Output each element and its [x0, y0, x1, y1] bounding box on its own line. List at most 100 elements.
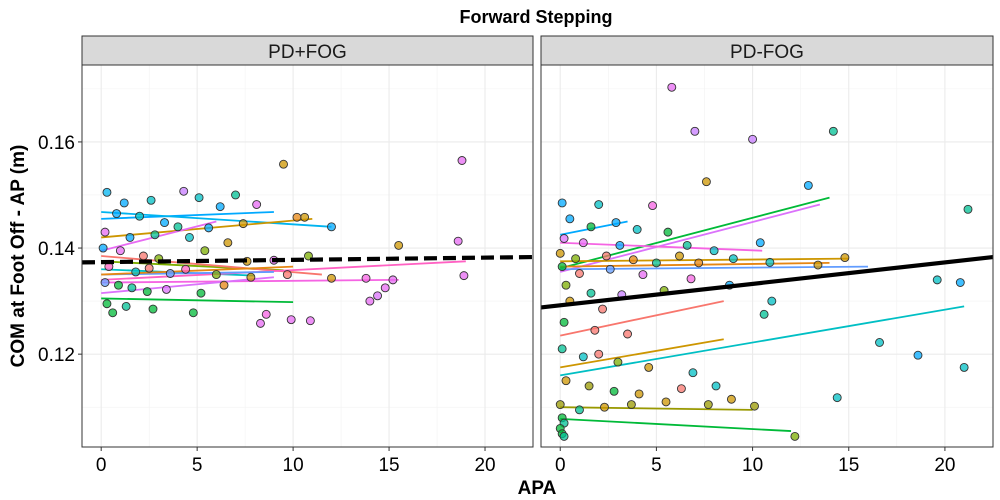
facet-strip-left — [81, 35, 534, 66]
data-point — [200, 246, 210, 256]
data-point — [365, 296, 375, 306]
data-point — [755, 238, 765, 248]
data-point — [459, 271, 469, 281]
data-point — [748, 134, 758, 144]
facet-label-right: PD-FOG — [730, 42, 804, 63]
data-point — [161, 284, 171, 294]
data-point — [286, 315, 296, 325]
plot-border-right — [540, 64, 994, 448]
data-point — [246, 272, 256, 282]
x-axis-title: APA — [518, 478, 557, 499]
data-point — [628, 255, 638, 265]
chart-title: Forward Stepping — [460, 7, 613, 27]
data-point — [282, 270, 292, 280]
data-point — [559, 431, 569, 441]
x-tick-label: 15 — [838, 455, 859, 476]
data-point — [394, 240, 404, 250]
data-point — [767, 296, 777, 306]
data-point — [634, 389, 644, 399]
subject-line — [560, 257, 849, 263]
data-point — [98, 243, 108, 253]
data-point — [148, 304, 158, 314]
data-point — [605, 264, 615, 274]
data-point — [327, 222, 336, 232]
data-point — [613, 357, 623, 367]
data-point — [565, 214, 575, 224]
data-point — [121, 301, 131, 311]
data-point — [913, 350, 923, 360]
data-point — [663, 227, 673, 237]
data-point — [955, 278, 965, 287]
data-point — [102, 299, 112, 309]
data-point — [709, 246, 719, 256]
data-point — [686, 274, 696, 284]
x-tick-label: 0 — [555, 455, 566, 476]
x-tick-label: 20 — [474, 455, 495, 476]
data-point — [457, 156, 467, 165]
data-point — [380, 283, 390, 293]
data-point — [615, 240, 625, 250]
summary-right — [540, 254, 994, 310]
data-point — [875, 338, 884, 347]
subject-line — [560, 406, 753, 411]
data-point — [292, 212, 302, 222]
data-point — [586, 288, 596, 298]
x-tick-label: 15 — [378, 455, 399, 476]
data-point — [557, 344, 567, 354]
data-point — [601, 251, 611, 261]
data-point — [557, 262, 567, 272]
data-point — [256, 318, 265, 328]
data-point — [575, 405, 584, 415]
data-point — [813, 260, 823, 270]
data-point — [561, 280, 571, 290]
data-point — [373, 291, 382, 301]
subject-line — [101, 297, 294, 304]
data-point — [840, 253, 850, 263]
data-point — [453, 236, 463, 246]
data-point — [361, 273, 371, 283]
y-tick-label: 0.16 — [38, 133, 75, 154]
data-point — [584, 381, 594, 391]
data-point — [623, 329, 633, 339]
data-point — [651, 258, 661, 268]
data-point — [150, 230, 160, 240]
data-point — [127, 283, 137, 293]
data-point — [131, 267, 141, 277]
x-tick-label: 10 — [742, 455, 763, 476]
plot-area-right — [541, 65, 993, 447]
data-point — [142, 287, 152, 296]
data-point — [173, 222, 183, 232]
facet-panel-right: PD-FOG 0 5 10 15 20 — [540, 35, 994, 476]
data-point — [632, 225, 642, 234]
data-point — [644, 362, 654, 372]
data-point — [611, 218, 621, 228]
data-point — [112, 209, 121, 219]
plot-border-left — [81, 64, 534, 448]
subject-line — [560, 300, 724, 337]
data-point — [578, 352, 588, 362]
data-point — [703, 400, 713, 410]
data-point — [388, 275, 398, 285]
data-point — [638, 270, 648, 280]
data-point — [300, 212, 310, 222]
data-point — [590, 325, 600, 335]
data-point — [561, 376, 571, 386]
subject-line — [101, 260, 466, 281]
data-point — [179, 186, 189, 196]
data-point — [648, 201, 658, 211]
data-point — [125, 232, 135, 242]
data-point — [144, 263, 154, 273]
subject-line — [560, 417, 792, 432]
data-point — [188, 308, 198, 318]
data-point — [575, 269, 584, 278]
data-point — [675, 251, 684, 261]
data-point — [160, 218, 169, 228]
data-point — [701, 177, 711, 187]
data-point — [231, 190, 240, 200]
data-point — [252, 200, 262, 209]
facet-label-left: PD+FOG — [268, 42, 347, 63]
data-point — [100, 227, 110, 237]
data-point — [661, 397, 671, 407]
data-point — [609, 386, 619, 396]
